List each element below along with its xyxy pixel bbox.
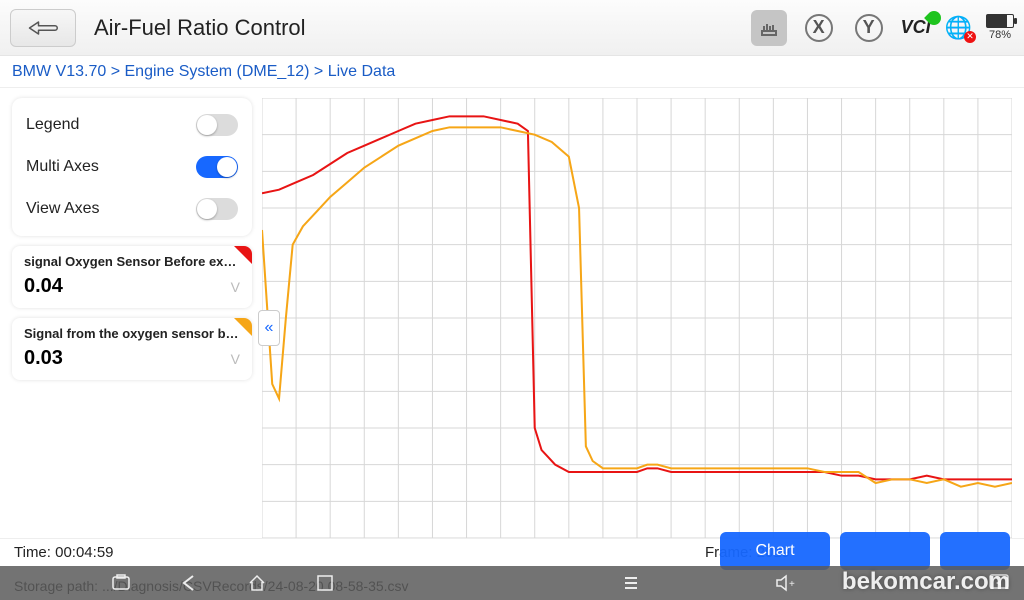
button-row: Chart: [720, 532, 1010, 570]
option-multi-axes: Multi Axes: [26, 146, 238, 188]
page-title: Air-Fuel Ratio Control: [94, 15, 751, 41]
nav-back-icon[interactable]: [178, 572, 200, 594]
back-arrow-icon: [28, 19, 58, 37]
chart-area[interactable]: [262, 98, 1012, 538]
brush-icon: [759, 18, 779, 38]
signal-name: Signal from the oxygen sensor beh…: [24, 326, 240, 341]
option-view-axes-label: View Axes: [26, 200, 100, 218]
network-status: 🌐✕: [945, 15, 972, 41]
breadcrumb[interactable]: BMW V13.70 > Engine System (DME_12) > Li…: [0, 56, 1024, 88]
signal-color-marker: [234, 246, 252, 264]
titlebar: Air-Fuel Ratio Control X Y VCI 🌐✕ 78%: [0, 0, 1024, 56]
back-button[interactable]: [10, 9, 76, 47]
battery-percent: 78%: [989, 29, 1011, 41]
multi-axes-toggle[interactable]: [196, 156, 238, 178]
option-multi-axes-label: Multi Axes: [26, 158, 99, 176]
main-body: Legend Multi Axes View Axes signal Oxyge…: [0, 88, 1024, 538]
options-panel: Legend Multi Axes View Axes: [12, 98, 252, 236]
time-label: Time: 00:04:59: [14, 544, 114, 561]
x-axis-button[interactable]: X: [801, 10, 837, 46]
sidebar: Legend Multi Axes View Axes signal Oxyge…: [12, 98, 252, 538]
nav-recent-icon[interactable]: [314, 572, 336, 594]
battery-status: 78%: [986, 14, 1014, 41]
nav-home-icon[interactable]: [246, 572, 268, 594]
system-navbar: +: [0, 566, 1024, 600]
action-button-2[interactable]: [840, 532, 930, 570]
nav-menu-icon[interactable]: [620, 572, 642, 594]
nav-cast-icon[interactable]: [988, 572, 1010, 594]
signal-card-2[interactable]: Signal from the oxygen sensor beh… 0.03 …: [12, 318, 252, 380]
signal-unit: V: [231, 279, 240, 295]
brush-button[interactable]: [751, 10, 787, 46]
option-legend: Legend: [26, 104, 238, 146]
network-error-icon: ✕: [964, 31, 976, 43]
option-view-axes: View Axes: [26, 188, 238, 230]
signal-value: 0.04: [24, 275, 63, 298]
signal-value: 0.03: [24, 347, 63, 370]
svg-text:+: +: [789, 579, 795, 590]
vci-status: VCI: [901, 17, 931, 38]
view-axes-toggle[interactable]: [196, 198, 238, 220]
signal-unit: V: [231, 351, 240, 367]
line-chart: [262, 98, 1012, 538]
nav-volume-icon[interactable]: +: [774, 572, 796, 594]
signal-card-1[interactable]: signal Oxygen Sensor Before exha… 0.04 V: [12, 246, 252, 308]
battery-icon: [986, 14, 1014, 28]
signal-color-marker: [234, 318, 252, 336]
signal-name: signal Oxygen Sensor Before exha…: [24, 254, 240, 269]
y-axis-button[interactable]: Y: [851, 10, 887, 46]
titlebar-icons: X Y VCI 🌐✕ 78%: [751, 10, 1014, 46]
x-icon: X: [805, 14, 833, 42]
chart-button[interactable]: Chart: [720, 532, 830, 570]
y-icon: Y: [855, 14, 883, 42]
option-legend-label: Legend: [26, 116, 79, 134]
collapse-sidebar-button[interactable]: «: [258, 310, 280, 346]
legend-toggle[interactable]: [196, 114, 238, 136]
nav-screenshot-icon[interactable]: [110, 572, 132, 594]
action-button-3[interactable]: [940, 532, 1010, 570]
